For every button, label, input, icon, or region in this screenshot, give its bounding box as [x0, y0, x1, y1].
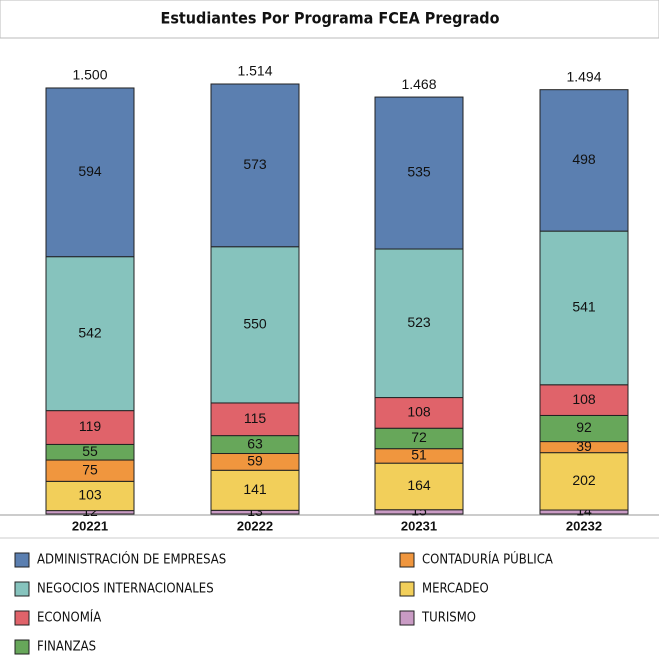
legend-swatch: [399, 581, 415, 597]
data-label: 51: [411, 447, 427, 463]
legend-label: ADMINISTRACIÓN DE EMPRESAS: [37, 552, 226, 568]
data-label: 119: [79, 418, 102, 434]
data-label: 108: [407, 404, 431, 420]
x-tick-label: 20232: [566, 518, 602, 533]
legend-swatch: [14, 552, 30, 568]
total-label: 1.468: [401, 76, 436, 92]
data-label: 594: [78, 163, 102, 179]
legend-swatch: [14, 639, 30, 655]
bar-segment: [210, 83, 300, 248]
legend-label: FINANZAS: [37, 640, 96, 655]
data-label: 63: [247, 435, 263, 451]
chart-title: Estudiantes Por Programa FCEA Pregrado: [161, 9, 500, 28]
total-label: 1.494: [566, 68, 601, 84]
data-label: 550: [243, 316, 267, 332]
data-label: 498: [572, 151, 596, 167]
x-tick-label: 20222: [237, 518, 273, 533]
legend-swatch: [399, 552, 415, 568]
x-tick-label: 20231: [401, 518, 437, 533]
data-label: 75: [82, 461, 98, 477]
bar-segment: [539, 384, 629, 416]
bar-segment: [374, 96, 464, 250]
data-label: 523: [407, 314, 431, 330]
legend-swatch: [14, 610, 30, 626]
legend-label: MERCADEO: [422, 582, 489, 597]
bar-segment: [539, 414, 629, 443]
legend-label: NEGOCIOS INTERNACIONALES: [37, 582, 214, 597]
bar-segment: [210, 469, 300, 511]
total-label: 1.514: [237, 63, 272, 79]
data-label: 108: [572, 391, 596, 407]
bar-segment: [374, 397, 464, 429]
legend-swatch: [399, 610, 415, 626]
title-bar: [0, 0, 659, 39]
data-label: 92: [576, 419, 592, 435]
bar-segment: [374, 248, 464, 399]
data-label: 72: [411, 429, 427, 445]
bar-segment: [539, 230, 629, 386]
total-label: 1.500: [72, 67, 107, 83]
bar-segment: [539, 89, 629, 232]
legend-label: CONTADURÍA PÚBLICA: [422, 552, 553, 568]
bar-segment: [45, 256, 135, 412]
bar-segment: [210, 246, 300, 404]
data-label: 141: [243, 481, 267, 497]
legend-label: ECONOMÍA: [37, 610, 101, 626]
x-tick-label: 20221: [72, 518, 108, 533]
data-label: 535: [407, 164, 431, 180]
data-label: 103: [78, 487, 102, 503]
legend-swatch: [14, 581, 30, 597]
data-label: 55: [82, 443, 98, 459]
data-label: 164: [407, 477, 431, 493]
data-label: 541: [572, 299, 596, 315]
bar-segment: [45, 87, 135, 258]
data-label: 542: [78, 324, 102, 340]
bar-segment: [539, 452, 629, 511]
data-label: 115: [244, 410, 267, 426]
data-label: 202: [572, 472, 596, 488]
legend-label: TURISMO: [421, 611, 476, 626]
data-label: 59: [247, 453, 263, 469]
bar-segment: [374, 462, 464, 511]
data-label: 573: [243, 156, 267, 172]
